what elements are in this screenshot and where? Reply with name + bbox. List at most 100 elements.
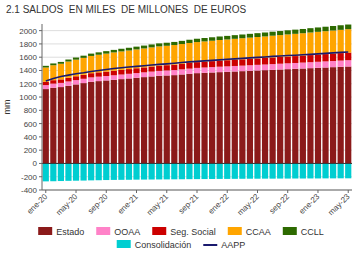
y-tick-label: 1000 bbox=[19, 93, 37, 102]
bar bbox=[149, 44, 155, 47]
bar bbox=[322, 163, 328, 178]
bar bbox=[73, 163, 79, 180]
bar bbox=[209, 61, 215, 67]
bar bbox=[300, 29, 306, 33]
bar bbox=[224, 36, 230, 40]
bar bbox=[179, 41, 185, 44]
bar bbox=[307, 55, 313, 62]
bar bbox=[194, 68, 200, 73]
bar bbox=[171, 42, 177, 45]
bar bbox=[217, 36, 223, 40]
bar bbox=[300, 68, 306, 163]
bar bbox=[96, 77, 102, 81]
bar bbox=[149, 72, 155, 77]
y-axis-label: mm bbox=[2, 100, 12, 115]
bar bbox=[338, 67, 344, 164]
bar bbox=[103, 72, 109, 76]
legend-item: CCAA bbox=[228, 227, 271, 237]
bar bbox=[292, 69, 298, 164]
bar bbox=[270, 64, 276, 70]
y-axis bbox=[42, 24, 43, 190]
bar bbox=[224, 163, 230, 178]
y-tick-label: -200 bbox=[21, 173, 38, 182]
bar bbox=[307, 28, 313, 32]
bar bbox=[141, 48, 147, 67]
bar bbox=[209, 163, 215, 179]
bar bbox=[73, 84, 79, 163]
x-tick bbox=[287, 190, 288, 193]
bar bbox=[118, 75, 124, 80]
bar bbox=[307, 163, 313, 178]
bar bbox=[133, 78, 139, 164]
bar bbox=[141, 77, 147, 163]
bar bbox=[164, 75, 170, 163]
bar bbox=[164, 43, 170, 46]
legend-item: CCLL bbox=[283, 227, 324, 237]
bar bbox=[111, 71, 117, 76]
bar bbox=[133, 68, 139, 73]
bar bbox=[307, 32, 313, 55]
bar-series bbox=[43, 163, 352, 181]
bar bbox=[338, 25, 344, 30]
bar bbox=[254, 65, 260, 71]
x-tick bbox=[106, 190, 107, 193]
bar bbox=[292, 56, 298, 63]
bar bbox=[118, 49, 124, 52]
x-tick bbox=[197, 190, 198, 193]
bar bbox=[65, 78, 71, 82]
bar bbox=[80, 163, 86, 180]
bar bbox=[194, 163, 200, 179]
bar bbox=[149, 76, 155, 163]
legend-item: AAPP bbox=[203, 240, 245, 250]
bar bbox=[307, 62, 313, 68]
bar bbox=[111, 80, 117, 164]
bar bbox=[307, 68, 313, 163]
x-tick bbox=[317, 190, 318, 193]
bar bbox=[285, 30, 291, 34]
bar bbox=[88, 54, 94, 56]
bar bbox=[171, 65, 177, 70]
bar bbox=[179, 64, 185, 70]
bar bbox=[96, 81, 102, 163]
bar bbox=[224, 39, 230, 60]
bar bbox=[330, 54, 336, 61]
bar bbox=[179, 44, 185, 64]
x-tick bbox=[45, 190, 46, 193]
bar bbox=[330, 26, 336, 31]
bar bbox=[239, 66, 245, 72]
x-tick-label: may-21 bbox=[145, 192, 171, 218]
bar bbox=[201, 163, 207, 179]
bar bbox=[156, 43, 162, 46]
bar bbox=[315, 163, 321, 178]
bar bbox=[254, 33, 260, 37]
y-tick-label: 600 bbox=[24, 120, 38, 129]
bar bbox=[186, 43, 192, 63]
bar bbox=[277, 69, 283, 163]
x-tick-label: may-23 bbox=[326, 192, 352, 218]
bar bbox=[247, 38, 253, 59]
bar bbox=[65, 86, 71, 164]
bar bbox=[201, 62, 207, 68]
bar bbox=[262, 163, 268, 178]
bar bbox=[88, 77, 94, 81]
bar bbox=[65, 81, 71, 85]
bar bbox=[111, 75, 117, 80]
legend-swatch bbox=[38, 227, 52, 235]
bar bbox=[217, 40, 223, 61]
y-tick-label: 1400 bbox=[19, 66, 37, 75]
bar bbox=[345, 25, 351, 30]
bar bbox=[338, 163, 344, 178]
bar bbox=[247, 59, 253, 65]
bar bbox=[118, 70, 124, 75]
bar bbox=[322, 67, 328, 163]
bar bbox=[164, 163, 170, 179]
bar bbox=[232, 60, 238, 66]
legend-swatch bbox=[152, 227, 166, 235]
legend-label: Estado bbox=[56, 227, 84, 237]
bar bbox=[217, 61, 223, 67]
bar bbox=[270, 32, 276, 36]
legend-item: Consolidación bbox=[117, 240, 192, 250]
chart: 2.1 SALDOS EN MILES DE MILLONES DE EUROS… bbox=[0, 0, 362, 254]
x-tick-label: may-22 bbox=[236, 192, 262, 218]
y-tick-label: 1600 bbox=[19, 53, 37, 62]
